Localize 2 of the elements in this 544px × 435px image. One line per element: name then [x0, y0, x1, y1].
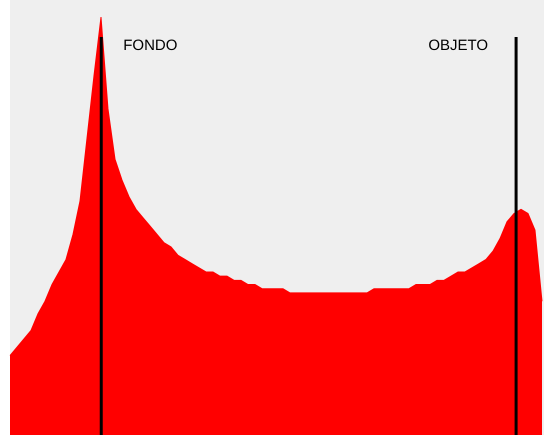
annotation: FONDO [123, 37, 178, 54]
annotation: OBJETO [428, 37, 488, 54]
